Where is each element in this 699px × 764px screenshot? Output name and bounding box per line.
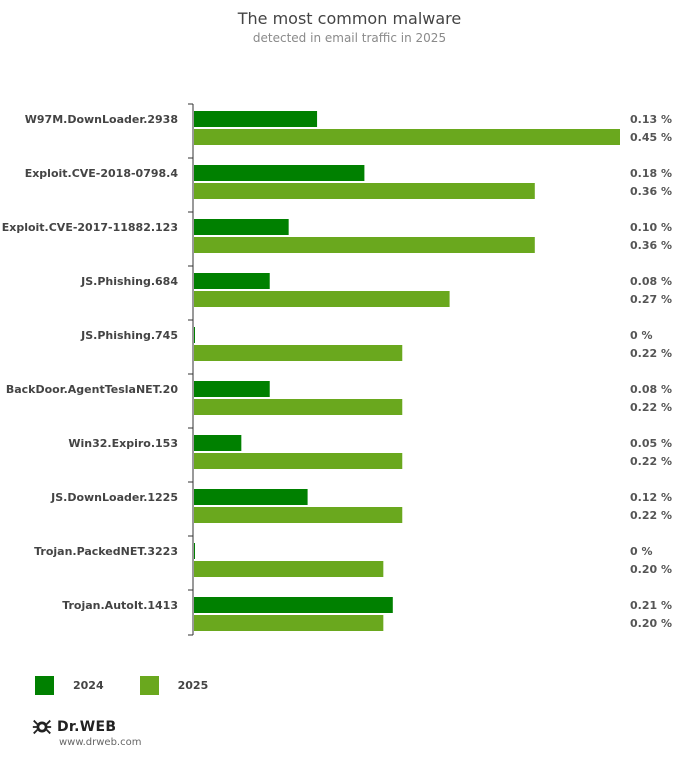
value-label-2024: 0 % <box>630 329 653 342</box>
chart-title: The most common malware <box>237 9 462 28</box>
value-label-2024: 0.21 % <box>630 599 672 612</box>
bar-2025 <box>194 129 620 145</box>
value-label-2025: 0.36 % <box>630 239 672 252</box>
value-label-2025: 0.36 % <box>630 185 672 198</box>
bar-2025 <box>194 237 535 253</box>
bar-2025 <box>194 183 535 199</box>
bar-2024 <box>194 165 365 181</box>
spider-logo-icon <box>32 719 52 735</box>
chart-subtitle: detected in email traffic in 2025 <box>252 31 447 45</box>
brand-url[interactable]: www.drweb.com <box>59 737 142 748</box>
value-label-2025: 0.22 % <box>630 347 672 360</box>
legend-item-2024: 2024 <box>35 676 104 695</box>
bar-2025 <box>194 453 403 469</box>
value-label-2024: 0.18 % <box>630 167 672 180</box>
value-label-2024: 0.10 % <box>630 221 672 234</box>
bar-2025 <box>194 507 403 523</box>
bar-2025 <box>194 399 403 415</box>
bar-2024 <box>194 273 270 289</box>
bar-2024 <box>194 111 318 127</box>
bar-2024 <box>194 435 242 451</box>
bar-2025 <box>194 345 403 361</box>
bar-2024 <box>194 543 195 559</box>
legend-item-2025: 2025 <box>139 676 209 695</box>
value-label-2025: 0.22 % <box>630 401 672 414</box>
bar-2024 <box>194 219 289 235</box>
value-label-2024: 0.08 % <box>630 383 672 396</box>
category-label: Win32.Expiro.153 <box>68 437 178 450</box>
drweb-logo[interactable]: Dr.WEB <box>31 716 116 738</box>
bar-2025 <box>194 291 450 307</box>
category-label: Exploit.CVE-2017-11882.123 <box>2 221 178 234</box>
category-label: W97M.DownLoader.2938 <box>25 113 178 126</box>
bar-2024 <box>194 327 195 343</box>
category-label: BackDoor.AgentTeslaNET.20 <box>6 383 178 396</box>
bar-2025 <box>194 561 384 577</box>
bar-2024 <box>194 489 308 505</box>
category-label: JS.DownLoader.1225 <box>50 491 178 504</box>
value-label-2025: 0.20 % <box>630 617 672 630</box>
legend-label-2025: 2025 <box>177 679 209 692</box>
value-label-2024: 0.05 % <box>630 437 672 450</box>
value-label-2024: 0.13 % <box>630 113 672 126</box>
value-label-2024: 0 % <box>630 545 653 558</box>
bar-2025 <box>194 615 384 631</box>
legend-label-2024: 2024 <box>73 679 104 692</box>
category-label: JS.Phishing.684 <box>80 275 178 288</box>
legend: 2024 2025 <box>35 676 244 695</box>
value-label-2024: 0.12 % <box>630 491 672 504</box>
value-label-2025: 0.22 % <box>630 509 672 522</box>
legend-swatch-2025 <box>139 676 159 695</box>
value-label-2025: 0.20 % <box>630 563 672 576</box>
value-label-2025: 0.27 % <box>630 293 672 306</box>
category-label: Exploit.CVE-2018-0798.4 <box>25 167 179 180</box>
category-label: Trojan.AutoIt.1413 <box>62 599 178 612</box>
category-label: JS.Phishing.745 <box>80 329 178 342</box>
bar-chart: W97M.DownLoader.2938 0.13 % 0.45 % Exploit.… <box>2 103 672 636</box>
value-label-2025: 0.22 % <box>630 455 672 468</box>
category-label: Trojan.PackedNET.3223 <box>34 545 178 558</box>
bar-2024 <box>194 381 270 397</box>
value-label-2024: 0.08 % <box>630 275 672 288</box>
brand-name: Dr.WEB <box>57 719 117 735</box>
value-label-2025: 0.45 % <box>630 131 672 144</box>
bar-2024 <box>194 597 393 613</box>
legend-swatch-2024 <box>35 676 54 695</box>
